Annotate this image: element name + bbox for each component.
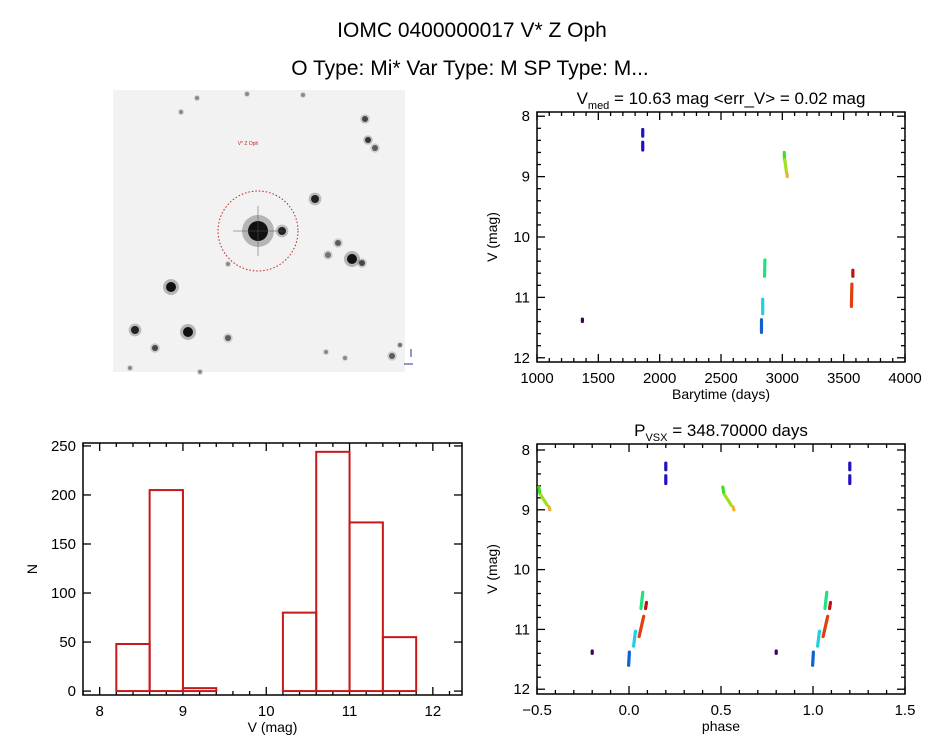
star	[398, 343, 402, 347]
star	[335, 240, 341, 246]
data-point-group	[733, 507, 734, 510]
histogram-bar	[350, 522, 383, 691]
star	[166, 282, 176, 292]
star	[225, 335, 231, 341]
star	[152, 345, 158, 351]
y-tick-label: 12	[513, 681, 530, 698]
star	[301, 93, 305, 97]
star	[365, 137, 371, 143]
plot-title: Vmed = 10.63 mag <err_V> = 0.02 mag	[577, 89, 866, 112]
star	[183, 327, 193, 337]
data-point-group	[634, 631, 636, 646]
y-tick-label: 11	[514, 621, 530, 638]
star	[362, 116, 368, 122]
y-tick-label: 8	[522, 442, 530, 459]
plot-frame	[537, 112, 905, 362]
x-tick-label: 12	[425, 703, 442, 720]
star	[343, 356, 347, 360]
histogram-bar	[116, 644, 149, 691]
y-tick-label: 0	[68, 683, 76, 700]
plot-frame	[83, 443, 462, 695]
x-tick-label: 1.0	[803, 702, 824, 719]
y-tick-label: 100	[51, 585, 76, 602]
star	[324, 350, 328, 354]
y-axis-label: V (mag)	[484, 544, 500, 594]
data-point-group	[549, 507, 550, 510]
finder-image: V* Z Oph	[113, 90, 413, 375]
star	[226, 262, 230, 266]
y-tick-label: 150	[51, 536, 76, 553]
y-tick-label: 11	[514, 289, 530, 306]
y-axis-label: N	[24, 564, 40, 574]
y-axis-label: V (mag)	[484, 212, 500, 262]
star	[128, 366, 132, 370]
data-point-group	[830, 602, 831, 608]
y-tick-label: 10	[513, 229, 530, 246]
x-tick-label: 11	[342, 703, 358, 720]
star	[372, 145, 378, 151]
x-axis-label: V (mag)	[248, 719, 298, 735]
x-axis-label: Barytime (days)	[672, 386, 770, 402]
star	[389, 353, 395, 359]
x-tick-label: −0.5	[522, 702, 552, 719]
x-tick-label: 2500	[704, 370, 737, 387]
phase-plot: −0.5 0.0 0.5 1.0 1.5 8 9 10 11 12 phase V (mag) PVSX…	[484, 421, 915, 734]
data-point-group	[813, 652, 814, 665]
x-tick-label: 10	[258, 703, 275, 720]
data-point-group	[629, 652, 630, 665]
x-tick-label: 1000	[520, 370, 553, 387]
x-tick-label: 3500	[827, 370, 860, 387]
y-tick-label: 9	[522, 169, 530, 186]
y-tick-label: 8	[522, 108, 530, 125]
magnitude-histogram: 8 9 10 11 12 0 50 100 150 200 250 V (mag) N	[24, 438, 462, 735]
histogram-bar	[150, 490, 183, 691]
star	[131, 326, 139, 334]
x-tick-label: 1500	[582, 370, 615, 387]
x-tick-label: 2000	[643, 370, 676, 387]
star	[325, 252, 331, 258]
histogram-bar	[183, 688, 216, 691]
light-curve-plot: 1000 1500 2000 2500 3000 3500 4000 8 9 10 11 12 Bary…	[484, 89, 922, 402]
y-tick-label: 200	[51, 487, 76, 504]
data-point-group	[818, 631, 820, 646]
x-tick-label: 9	[179, 703, 187, 720]
data-point-group	[539, 487, 540, 493]
y-tick-label: 10	[513, 562, 530, 579]
star	[198, 370, 202, 374]
y-tick-label: 250	[51, 438, 76, 455]
star	[245, 92, 249, 96]
x-tick-label: 3000	[766, 370, 799, 387]
figure-title: IOMC 0400000017 V* Z Oph	[337, 19, 607, 42]
y-tick-label: 50	[59, 634, 76, 651]
figure-subtitle: O Type: Mi* Var Type: M SP Type: M...	[291, 57, 649, 80]
data-point-group	[785, 160, 787, 174]
data-point-group	[639, 616, 644, 636]
star	[179, 110, 183, 114]
star	[311, 195, 319, 203]
data-point-group	[825, 592, 827, 608]
data-point-group	[646, 602, 647, 608]
data-point-group	[823, 616, 828, 636]
data-point-group	[725, 495, 731, 505]
star	[359, 260, 365, 266]
x-axis-label: phase	[702, 718, 740, 734]
histogram-bar	[283, 613, 316, 691]
histogram-bar	[383, 637, 416, 691]
data-point-group	[641, 592, 643, 608]
x-tick-label: 1.5	[895, 702, 916, 719]
y-tick-label: 9	[522, 502, 530, 519]
x-tick-label: 8	[95, 703, 103, 720]
histogram-bar	[316, 452, 349, 691]
x-tick-label: 0.5	[711, 702, 732, 719]
data-point-group	[723, 487, 724, 493]
star	[347, 254, 357, 264]
y-tick-label: 12	[513, 350, 530, 367]
x-tick-label: 0.0	[619, 702, 640, 719]
plot-title: PVSX = 348.70000 days	[634, 421, 808, 444]
target-label: V* Z Oph	[238, 141, 259, 147]
data-point-group	[541, 495, 547, 505]
x-tick-label: 4000	[888, 370, 921, 387]
star	[195, 96, 199, 100]
